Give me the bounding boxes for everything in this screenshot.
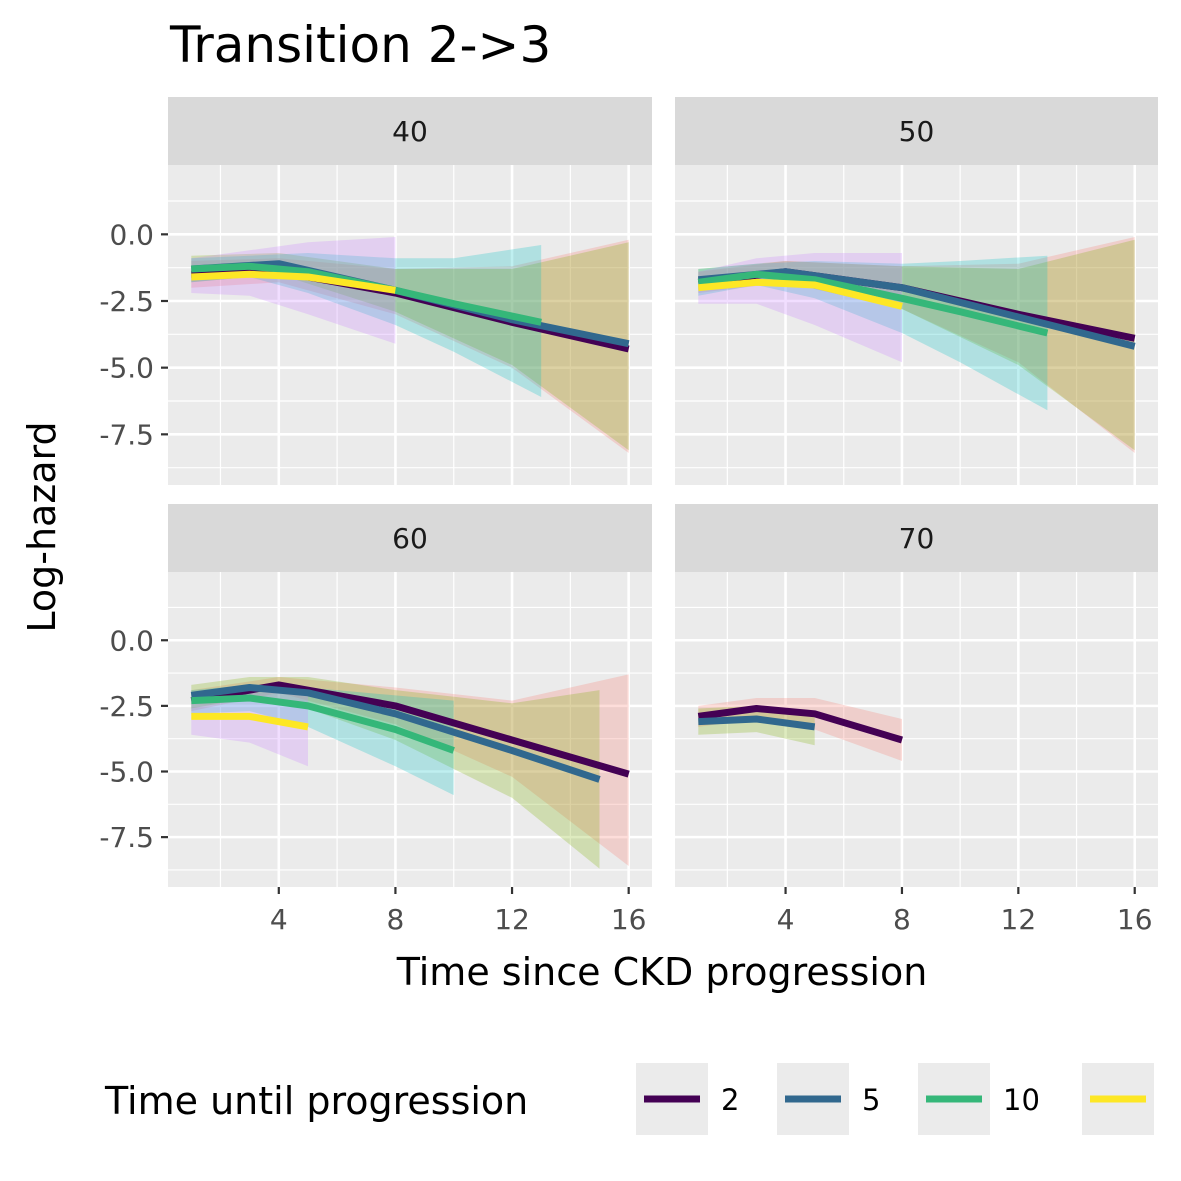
facet-panel-60: 60 0.0 -2.5 -5.0 -7.5 4 8 12 16 [99, 504, 652, 936]
confidence-band-5 [191, 242, 629, 451]
plot-content [191, 237, 630, 453]
facet-strip [675, 97, 1158, 165]
x-tick-label: 8 [387, 903, 405, 936]
x-tick-label: 8 [893, 903, 911, 936]
series-line-20 [697, 278, 903, 310]
confidence-band-10 [698, 255, 1048, 411]
chart-title: Transition 2->3 [169, 16, 551, 74]
series-line-10 [191, 694, 455, 754]
plot-content [697, 698, 904, 761]
facet-panels: 40 0.0 -2.5 -5.0 -7.5 50 60 0.0 -2.5 -5.0 -7.5 4 8 12… [99, 97, 1158, 936]
y-tick-label: 0.0 [109, 624, 154, 657]
facet-strip-label: 50 [899, 115, 935, 148]
legend-label: 5 [862, 1083, 880, 1117]
series-line-10 [697, 270, 1049, 337]
confidence-band-20 [191, 690, 308, 767]
legend-item-unlabeled [1082, 1063, 1154, 1135]
legend-title: Time until progression [104, 1079, 528, 1123]
series-line-2 [697, 705, 904, 744]
plot-background [675, 572, 1158, 887]
confidence-band-2 [191, 674, 629, 866]
legend-item-5: 5 [777, 1063, 880, 1135]
y-tick-label: -5.0 [99, 352, 154, 385]
y-tick-label: -2.5 [99, 690, 154, 723]
x-tick-label: 16 [611, 903, 647, 936]
facet-strip-label: 70 [899, 522, 935, 555]
plot-background [168, 572, 652, 887]
confidence-band-5 [698, 239, 1135, 451]
facet-strip [168, 97, 652, 165]
facet-panel-40: 40 0.0 -2.5 -5.0 -7.5 [99, 97, 652, 485]
y-tick-label: -7.5 [99, 821, 154, 854]
facet-panel-50: 50 [675, 97, 1158, 485]
plot-background [168, 165, 652, 485]
plot-content [697, 237, 1136, 453]
x-axis-title: Time since CKD progression [396, 950, 928, 994]
plot-content [190, 674, 630, 869]
x-tick-label: 4 [777, 903, 795, 936]
confidence-band-2 [698, 237, 1135, 453]
x-tick-label: 4 [270, 903, 288, 936]
series-line-5 [190, 684, 601, 783]
series-line-20 [191, 712, 309, 731]
legend-item-2: 2 [636, 1063, 739, 1135]
y-tick-label: 0.0 [109, 218, 154, 251]
x-tick-label: 12 [494, 903, 530, 936]
legend: Time until progression 2 5 10 [104, 1063, 1154, 1135]
confidence-band-10 [191, 245, 542, 397]
legend-label: 2 [721, 1083, 739, 1117]
facet-strip-label: 40 [392, 115, 428, 148]
facet-strip [675, 504, 1158, 572]
y-axis-title: Log-hazard [20, 421, 64, 632]
confidence-band-2 [698, 698, 902, 761]
series-line-20 [191, 270, 396, 294]
legend-item-10: 10 [918, 1063, 1040, 1135]
y-tick-label: -2.5 [99, 285, 154, 318]
x-tick-label: 12 [1001, 903, 1037, 936]
facet-panel-70: 70 4 8 12 16 [675, 504, 1158, 936]
facet-strip [168, 504, 652, 572]
confidence-band-2 [191, 239, 629, 453]
confidence-band-5 [191, 677, 600, 869]
y-tick-label: -5.0 [99, 756, 154, 789]
facet-strip-label: 60 [392, 522, 428, 555]
legend-label: 10 [1003, 1083, 1040, 1117]
x-tick-label: 16 [1117, 903, 1153, 936]
series-line-5 [698, 715, 816, 731]
y-tick-label: -7.5 [99, 418, 154, 451]
